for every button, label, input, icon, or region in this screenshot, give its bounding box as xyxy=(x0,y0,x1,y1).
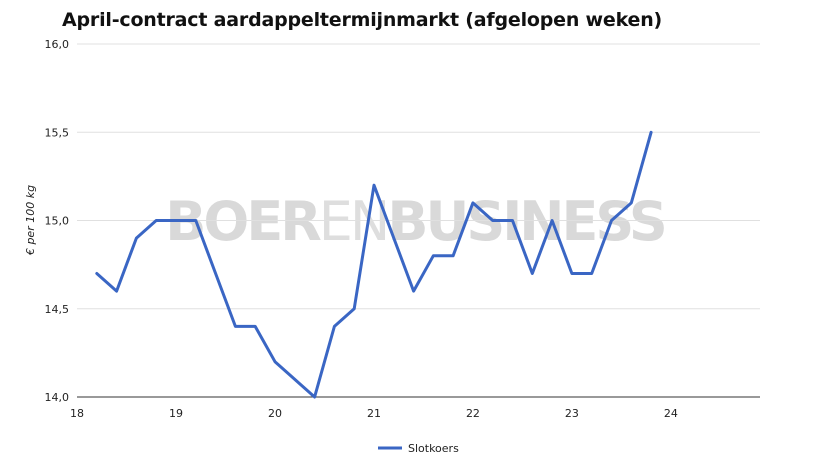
legend-label: Slotkoers xyxy=(408,442,459,455)
x-axis-ticks: 18 19 20 21 22 23 24 xyxy=(70,407,678,420)
series-line-slotkoers[interactable] xyxy=(95,130,653,399)
y-axis-ticks: 14,0 14,5 15,0 15,5 16,0 xyxy=(45,38,70,404)
y-tick-label: 14,5 xyxy=(45,303,70,316)
x-tick-label: 21 xyxy=(367,407,381,420)
legend[interactable]: Slotkoers xyxy=(378,442,459,455)
watermark-part: EN xyxy=(319,190,388,253)
chart-title: April-contract aardappeltermijnmarkt (af… xyxy=(62,9,663,31)
y-tick-label: 15,5 xyxy=(45,126,70,139)
gridlines xyxy=(77,43,760,398)
x-tick-label: 18 xyxy=(70,407,84,420)
x-tick-label: 23 xyxy=(565,407,579,420)
x-tick-label: 24 xyxy=(664,407,678,420)
y-tick-label: 15,0 xyxy=(45,215,70,228)
y-tick-label: 14,0 xyxy=(45,391,70,404)
y-axis-label: € per 100 kg xyxy=(24,185,37,256)
x-tick-label: 19 xyxy=(169,407,183,420)
x-tick-label: 22 xyxy=(466,407,480,420)
series-layer xyxy=(95,130,653,399)
watermark-logo: BOERENBUSINESS xyxy=(165,190,665,253)
x-tick-label: 20 xyxy=(268,407,282,420)
y-tick-label: 16,0 xyxy=(45,38,70,51)
watermark-part: BUSINESS xyxy=(387,190,664,253)
